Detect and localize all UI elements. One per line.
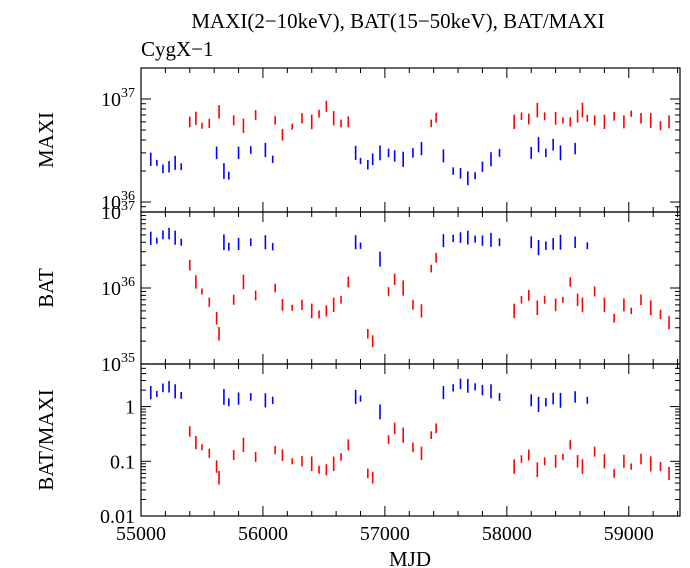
y-axis-label: BAT <box>34 268 58 308</box>
x-axis-label: MJD <box>389 547 431 568</box>
panel-bat: BAT 1035 1036 1037 <box>34 199 681 376</box>
plot-frame <box>140 67 681 213</box>
x-tick-label: 56000 <box>238 523 288 545</box>
panel-maxi: MAXI 1036 1037 <box>34 67 681 214</box>
x-tick-label: 55000 <box>116 523 166 545</box>
y-tick-label: 0.1 <box>110 451 135 473</box>
data-points <box>149 100 670 186</box>
panels-group: MAXI10361037BAT103510361037BAT/MAXI55000… <box>34 67 681 545</box>
y-tick-label: 0.01 <box>100 506 135 528</box>
y-tick-label: 1 <box>125 397 135 419</box>
x-tick-label: 59000 <box>604 523 654 545</box>
y-tick-label: 1036 <box>101 189 135 214</box>
plot-frame <box>140 363 681 517</box>
y-axis-label: BAT/MAXI <box>34 389 58 491</box>
data-points <box>149 227 670 347</box>
plot-frame <box>140 211 681 365</box>
y-tick-label: 1035 <box>101 351 135 376</box>
x-tick-label: 58000 <box>482 523 532 545</box>
y-tick-label: 1036 <box>101 275 135 300</box>
panel-bat-maxi: BAT/MAXI 55000 56000 57000 58000 59000 0.01 0.1… <box>34 363 681 545</box>
figure-title: MAXI(2−10keV), BAT(15−50keV), BAT/MAXI <box>191 9 604 33</box>
y-axis-label: MAXI <box>34 112 58 168</box>
y-tick-label: 1037 <box>101 86 135 111</box>
x-tick-label: 57000 <box>360 523 410 545</box>
y-tick-label: 1037 <box>101 199 135 224</box>
data-points <box>149 378 670 485</box>
figure-subtitle: CygX−1 <box>141 37 214 61</box>
